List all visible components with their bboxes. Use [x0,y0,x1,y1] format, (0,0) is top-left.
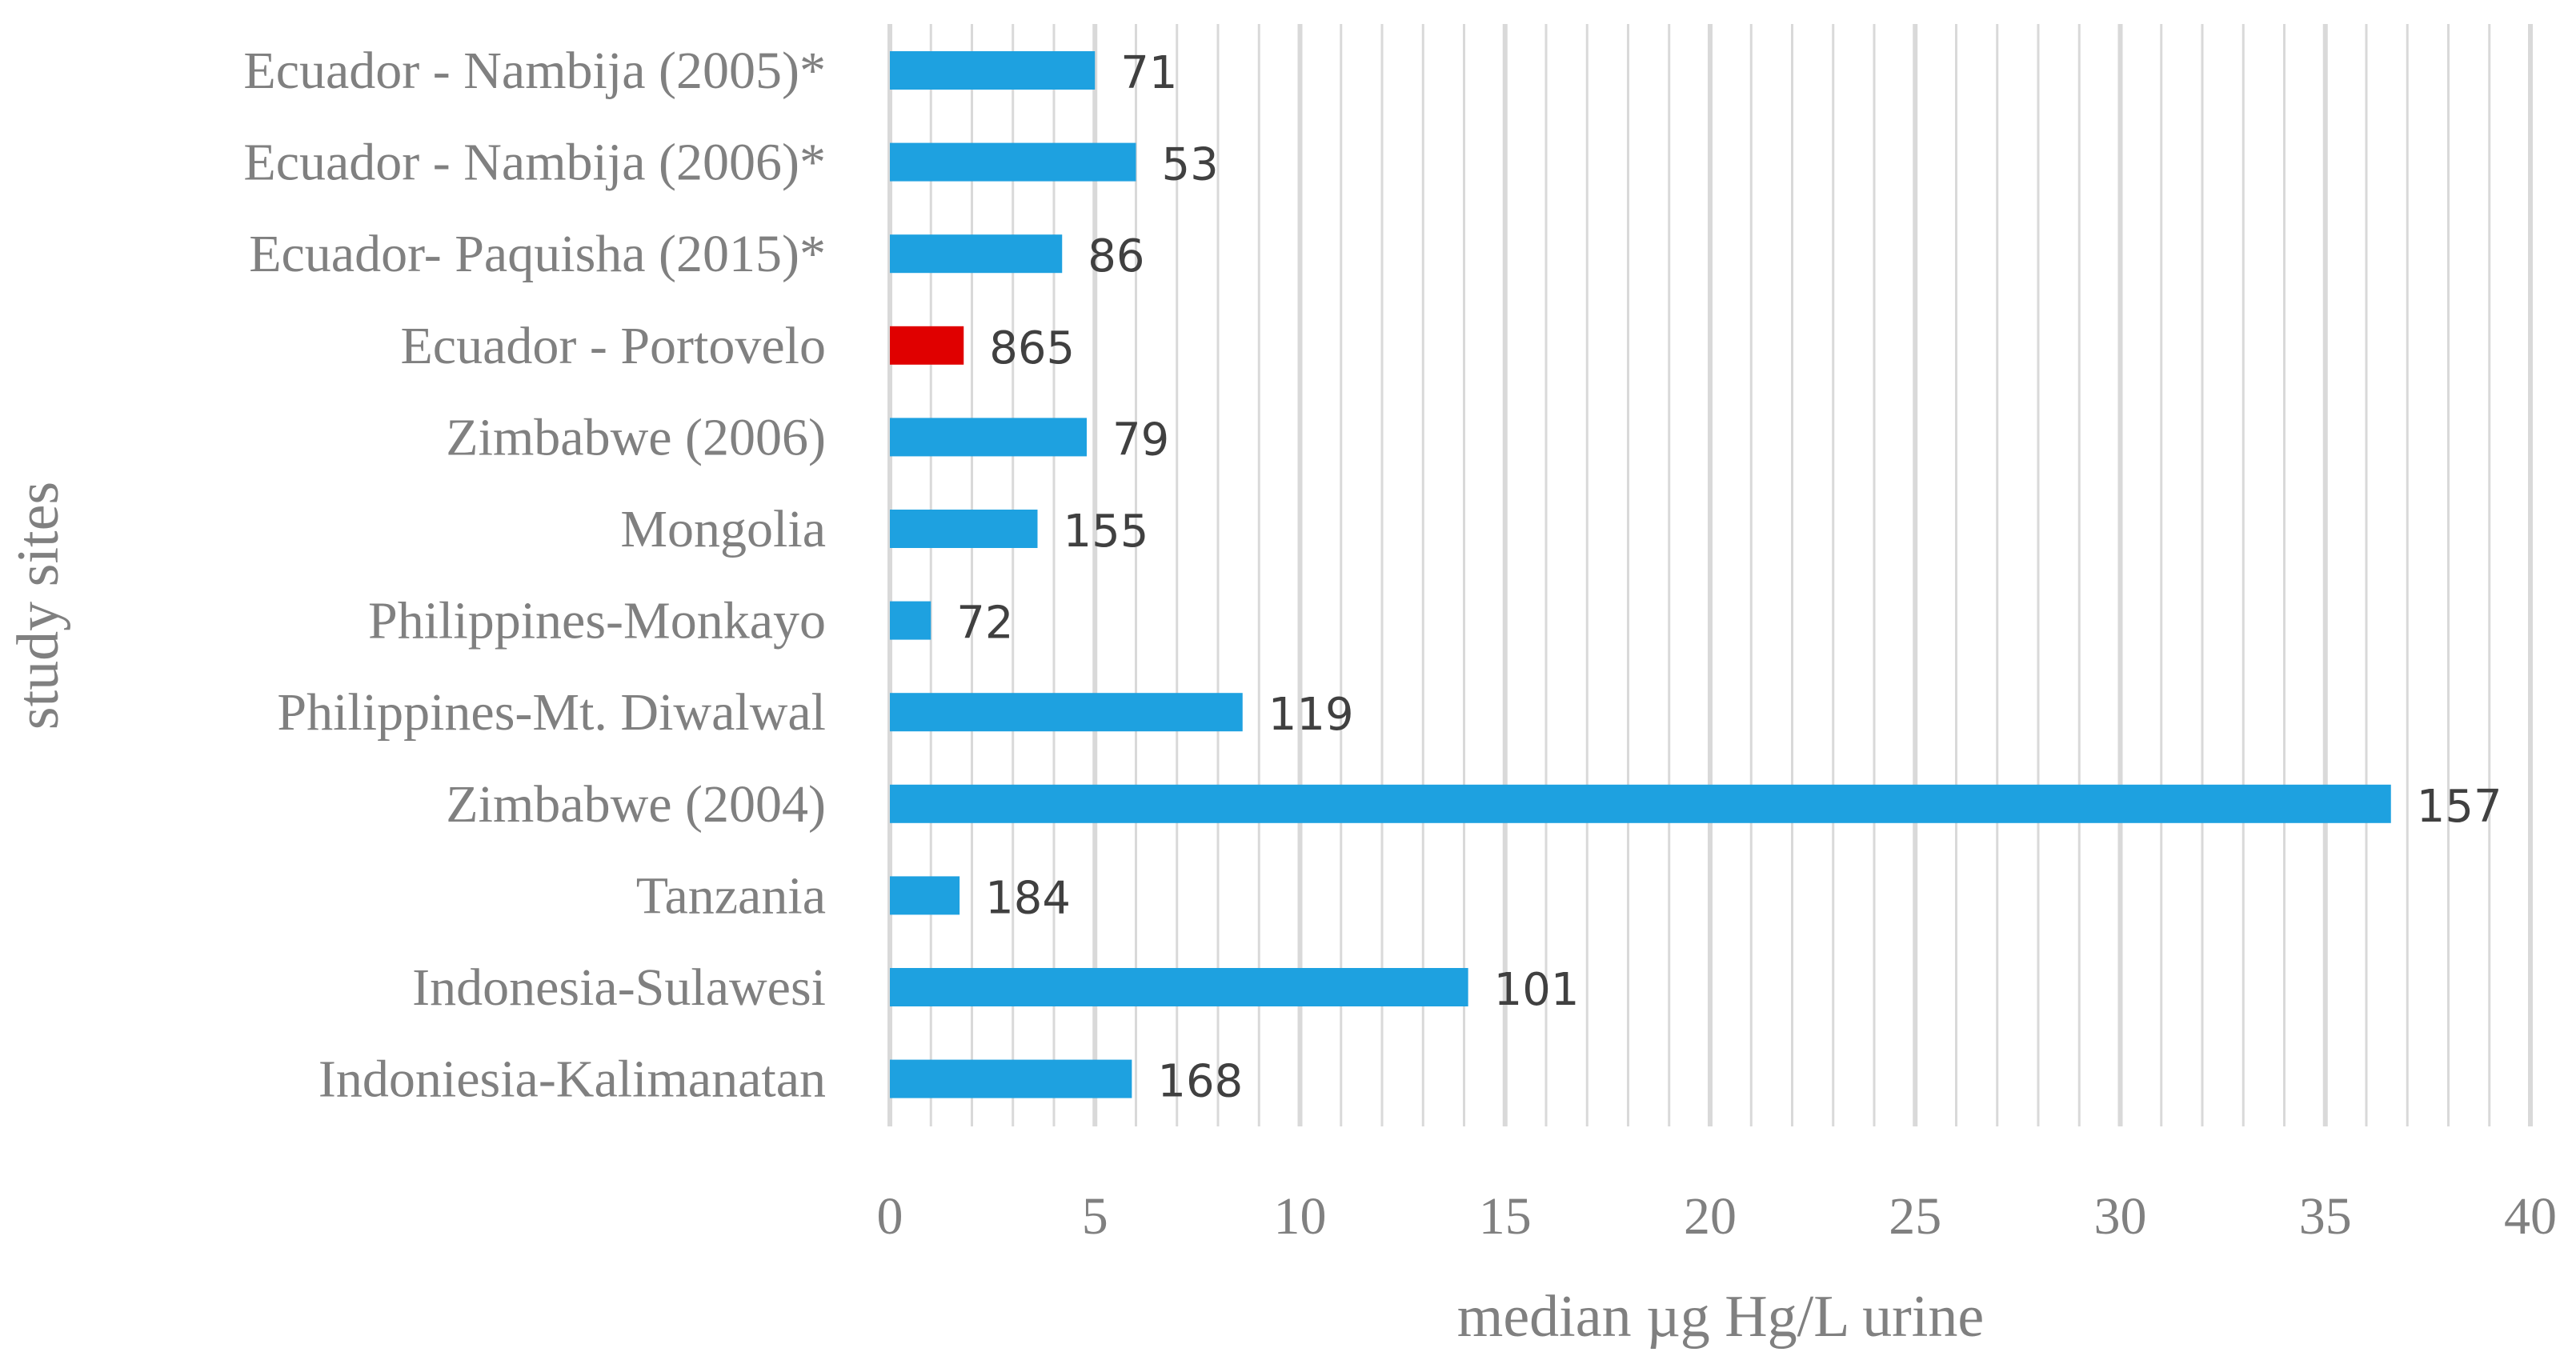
category-label: Indoniesia-Kalimanatan [318,1050,826,1109]
data-label: 79 [1112,414,1169,466]
x-tick-label: 20 [1684,1187,1737,1246]
data-label: 101 [1494,964,1580,1016]
data-label: 168 [1157,1056,1243,1108]
data-label: 86 [1088,230,1144,282]
data-label: 71 [1120,47,1177,99]
bar [890,876,960,915]
bar [890,784,2391,823]
x-tick-label: 15 [1479,1187,1532,1246]
data-label: 184 [985,872,1071,924]
x-axis-title: median µg Hg/L urine [1457,1284,1984,1350]
data-label: 53 [1162,139,1219,191]
gridlines [887,24,2533,1126]
x-tick-label: 0 [877,1187,903,1246]
bar [890,51,1096,90]
x-tick-label: 35 [2299,1187,2352,1246]
bar [890,968,1468,1006]
bar [890,601,931,640]
category-label: Ecuador - Nambija (2006)* [243,134,826,192]
x-tick-label: 40 [2504,1187,2557,1246]
data-label: 119 [1268,689,1354,741]
bar [890,142,1136,182]
x-tick-label: 10 [1274,1187,1327,1246]
x-tick-label: 5 [1082,1187,1108,1246]
category-label: Philippines-Mt. Diwalwal [277,683,826,742]
category-labels: Ecuador - Nambija (2005)* Ecuador - Nambi… [243,42,826,1109]
category-label: Zimbabwe (2006) [446,408,826,466]
category-label: Ecuador - Nambija (2005)* [243,42,826,100]
category-label: Ecuador- Paquisha (2015)* [249,225,826,283]
bars [890,51,2391,1098]
x-tick-label: 30 [2094,1187,2147,1246]
bar [890,326,964,365]
data-label: 72 [956,598,1013,650]
bar [890,1059,1132,1098]
data-label: 155 [1064,506,1149,558]
category-label: Tanzania [636,866,826,925]
bar [890,418,1087,457]
data-label: 865 [989,322,1075,374]
bar [890,693,1243,732]
category-label: Mongolia [620,500,826,558]
category-label: Philippines-Monkayo [368,592,826,650]
data-label: 157 [2417,781,2502,833]
category-label: Zimbabwe (2004) [446,775,826,834]
category-label: Ecuador - Portovelo [400,317,826,375]
x-tick-labels: 0 5 10 15 20 25 30 35 40 [877,1187,2558,1246]
x-tick-label: 25 [1889,1187,1941,1246]
bar [890,234,1063,274]
bar [890,510,1038,548]
y-axis-title: study sites [6,482,71,730]
category-label: Indonesia-Sulawesi [412,958,826,1017]
